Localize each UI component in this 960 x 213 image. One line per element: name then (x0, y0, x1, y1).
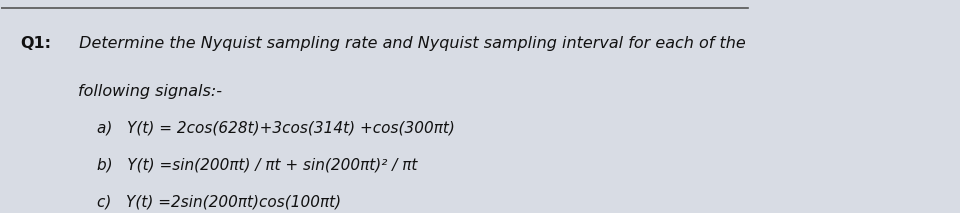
Text: c)   Y(t) =2sin(200πt)cos(100πt): c) Y(t) =2sin(200πt)cos(100πt) (97, 194, 341, 209)
Text: b)   Y(t) =sin(200πt) / πt + sin(200πt)² / πt: b) Y(t) =sin(200πt) / πt + sin(200πt)² /… (97, 158, 418, 173)
Text: following signals:-: following signals:- (78, 84, 222, 99)
Text: a)   Y(t) = 2cos(628t)+3cos(314t) +cos(300πt): a) Y(t) = 2cos(628t)+3cos(314t) +cos(300… (97, 121, 455, 136)
Text: Determine the Nyquist sampling rate and Nyquist sampling interval for each of th: Determine the Nyquist sampling rate and … (74, 36, 746, 51)
Text: Q1:: Q1: (20, 36, 52, 51)
